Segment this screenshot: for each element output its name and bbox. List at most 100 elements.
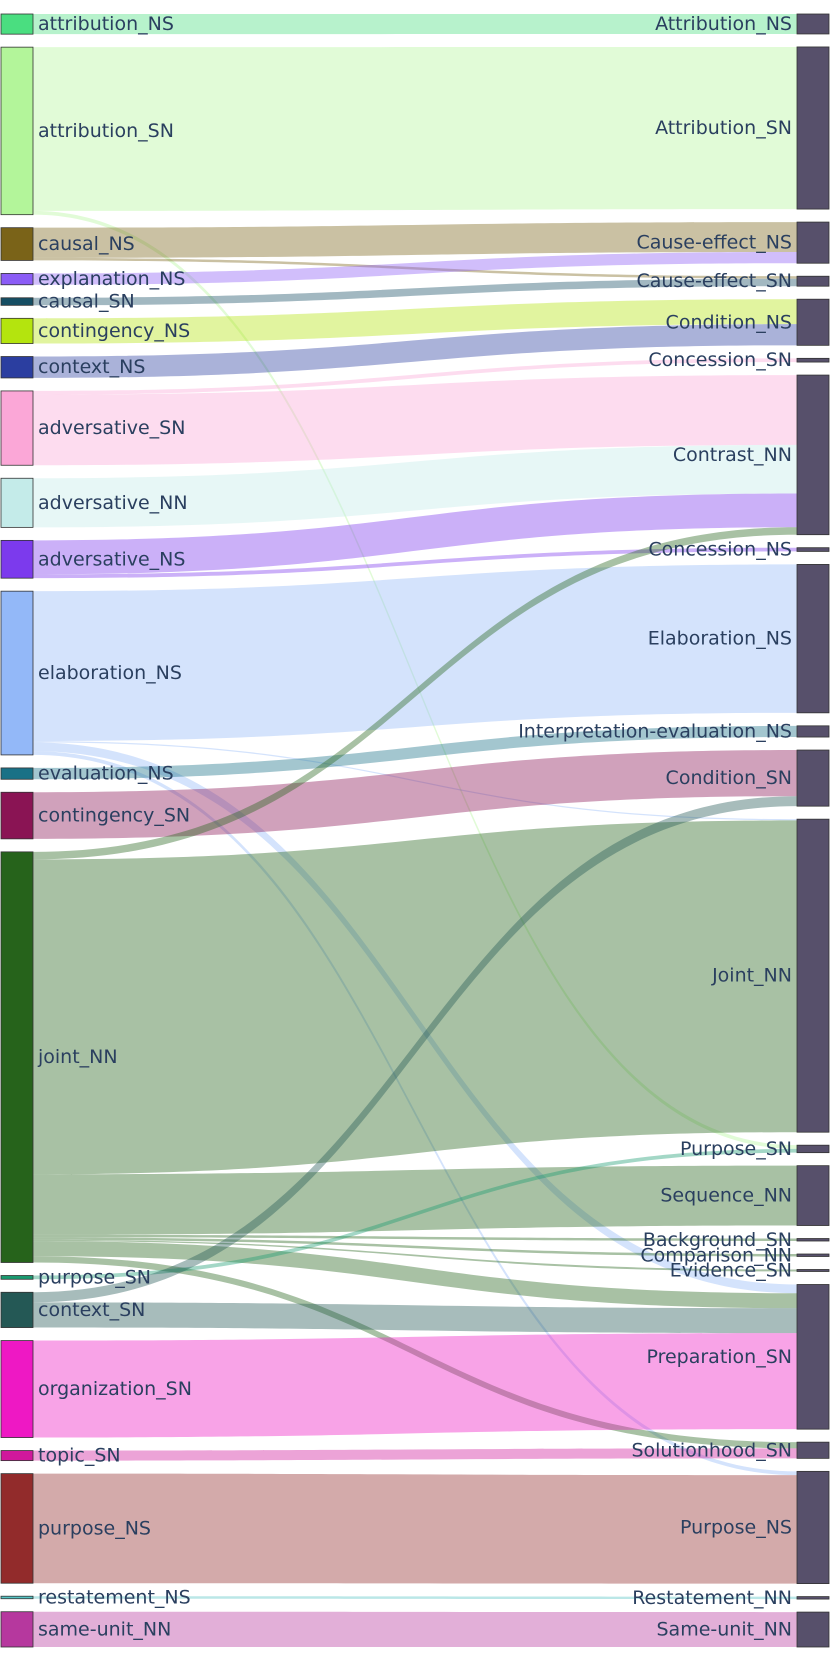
node-elaboration-ns[interactable] xyxy=(796,564,830,714)
link-contingency-sn-to-condition-sn[interactable] xyxy=(33,750,797,839)
link-organization-sn-to-preparation-sn[interactable] xyxy=(33,1333,797,1438)
node-contingency-sn[interactable] xyxy=(0,791,34,840)
node-topic-sn[interactable] xyxy=(0,1450,34,1462)
node-attribution-sn[interactable] xyxy=(796,46,830,210)
node-label-explanation-ns: explanation_NS xyxy=(38,268,185,290)
node-organization-sn[interactable] xyxy=(0,1340,34,1438)
node-label-adversative-ns: adversative_NS xyxy=(38,548,185,570)
link-joint-nn-to-preparation-sn[interactable] xyxy=(33,1241,797,1309)
node-background-sn[interactable] xyxy=(796,1238,830,1242)
link-elaboration-ns-to-joint-nn[interactable] xyxy=(33,741,797,821)
node-condition-sn[interactable] xyxy=(796,749,830,807)
node-concession-ns[interactable] xyxy=(796,547,830,552)
node-purpose-ns[interactable] xyxy=(0,1473,34,1584)
link-joint-nn-to-sequence-nn[interactable] xyxy=(33,1165,797,1235)
link-contingency-ns-to-condition-ns[interactable] xyxy=(33,299,797,344)
node-label-evidence-sn: Evidence_SN xyxy=(670,1259,792,1281)
link-purpose-sn-to-purpose-sn[interactable] xyxy=(33,1148,797,1280)
node-joint-nn[interactable] xyxy=(796,818,830,1133)
link-context-sn-to-preparation-sn[interactable] xyxy=(33,1302,797,1334)
node-evaluation-ns[interactable] xyxy=(0,767,34,780)
node-purpose-ns[interactable] xyxy=(796,1470,830,1584)
link-joint-nn-to-background-sn[interactable] xyxy=(33,1234,797,1242)
link-joint-nn-to-evidence-sn[interactable] xyxy=(33,1239,797,1272)
node-attribution-sn[interactable] xyxy=(0,46,34,216)
sankey-labels: attribution_NS attribution_SN causal_NSexp… xyxy=(37,13,792,1641)
node-same-unit-nn[interactable] xyxy=(796,1611,830,1648)
link-attribution-sn-to-purpose-sn[interactable] xyxy=(33,210,797,1149)
link-context-ns-to-condition-ns[interactable] xyxy=(33,324,797,378)
link-joint-nn-to-solutionhood-sn[interactable] xyxy=(33,1256,797,1449)
node-label-comparison-nn: Comparison_NN xyxy=(640,1244,792,1266)
node-cause-effect-ns[interactable] xyxy=(796,221,830,264)
node-label-concession-sn: Concession_SN xyxy=(648,349,792,371)
link-adversative-nn-to-contrast-nn[interactable] xyxy=(33,444,797,528)
node-solutionhood-sn[interactable] xyxy=(796,1441,830,1459)
node-elaboration-ns[interactable] xyxy=(0,590,34,756)
node-causal-sn[interactable] xyxy=(0,297,34,306)
node-context-ns[interactable] xyxy=(0,356,34,379)
link-attribution-ns-to-attribution-ns[interactable] xyxy=(33,14,797,35)
link-causal-ns-to-cause-effect-ns[interactable] xyxy=(33,222,797,258)
node-label-context-sn: context_SN xyxy=(38,1299,145,1321)
node-attribution-ns[interactable] xyxy=(0,13,34,35)
node-attribution-ns[interactable] xyxy=(796,13,830,35)
node-condition-ns[interactable] xyxy=(796,298,830,346)
link-topic-sn-to-solutionhood-sn[interactable] xyxy=(33,1448,797,1461)
node-context-sn[interactable] xyxy=(0,1291,34,1328)
link-adversative-sn-to-contrast-nn[interactable] xyxy=(33,375,797,466)
sankey-links xyxy=(33,14,797,1648)
link-adversative-sn-to-concession-sn[interactable] xyxy=(33,358,797,395)
link-causal-sn-to-cause-effect-sn[interactable] xyxy=(33,278,797,306)
node-sequence-nn[interactable] xyxy=(796,1165,830,1226)
link-elaboration-ns-to-elaboration-ns[interactable] xyxy=(33,564,797,742)
node-evidence-sn[interactable] xyxy=(796,1269,830,1272)
link-adversative-ns-to-concession-ns[interactable] xyxy=(33,547,797,579)
link-elaboration-ns-to-purpose-ns[interactable] xyxy=(33,751,797,1476)
node-interpretation-evaluation-ns[interactable] xyxy=(796,725,830,738)
node-preparation-sn[interactable] xyxy=(796,1284,830,1430)
node-label-attribution-ns: Attribution_NS xyxy=(655,13,792,35)
node-label-purpose-sn: purpose_SN xyxy=(38,1266,151,1288)
link-restatement-ns-to-restatement-nn[interactable] xyxy=(33,1596,797,1600)
node-concession-sn[interactable] xyxy=(796,357,830,363)
link-evaluation-ns-to-interpretation-evaluation-ns[interactable] xyxy=(33,725,797,780)
node-joint-nn[interactable] xyxy=(0,851,34,1263)
node-contingency-ns[interactable] xyxy=(0,317,34,344)
link-adversative-ns-to-contrast-nn[interactable] xyxy=(33,493,797,575)
node-label-sequence-nn: Sequence_NN xyxy=(660,1185,792,1207)
node-label-elaboration-ns: elaboration_NS xyxy=(38,662,182,684)
link-same-unit-nn-to-same-unit-nn[interactable] xyxy=(33,1611,797,1648)
node-label-evaluation-ns: evaluation_NS xyxy=(38,763,174,785)
node-restatement-nn[interactable] xyxy=(796,1596,830,1600)
link-joint-nn-to-comparison-nn[interactable] xyxy=(33,1237,797,1257)
node-label-cause-effect-sn: Cause-effect_SN xyxy=(636,270,792,292)
link-causal-ns-to-cause-effect-sn[interactable] xyxy=(33,257,797,279)
node-label-condition-sn: Condition_SN xyxy=(666,767,792,789)
node-restatement-ns[interactable] xyxy=(0,1595,34,1600)
node-label-adversative-nn: adversative_NN xyxy=(38,492,188,514)
link-purpose-ns-to-purpose-ns[interactable] xyxy=(33,1473,797,1584)
node-causal-ns[interactable] xyxy=(0,227,34,261)
link-context-sn-to-condition-sn[interactable] xyxy=(33,796,797,1303)
node-purpose-sn[interactable] xyxy=(796,1144,830,1154)
node-label-cause-effect-ns: Cause-effect_NS xyxy=(636,232,792,254)
link-explanation-ns-to-cause-effect-ns[interactable] xyxy=(33,252,797,285)
node-label-organization-sn: organization_SN xyxy=(38,1378,192,1400)
link-elaboration-ns-to-preparation-sn[interactable] xyxy=(33,742,797,1294)
link-joint-nn-to-joint-nn[interactable] xyxy=(33,820,797,1175)
link-joint-nn-to-contrast-nn[interactable] xyxy=(33,527,797,860)
node-contrast-nn[interactable] xyxy=(796,374,830,536)
link-attribution-sn-to-attribution-sn[interactable] xyxy=(33,46,797,211)
node-label-condition-ns: Condition_NS xyxy=(666,311,792,333)
node-adversative-nn[interactable] xyxy=(0,477,34,528)
node-cause-effect-sn[interactable] xyxy=(796,275,830,287)
node-adversative-sn[interactable] xyxy=(0,390,34,466)
node-comparison-nn[interactable] xyxy=(796,1253,830,1257)
node-label-elaboration-ns: Elaboration_NS xyxy=(648,628,792,650)
node-same-unit-nn[interactable] xyxy=(0,1611,34,1648)
node-label-causal-ns: causal_NS xyxy=(38,233,135,255)
node-adversative-ns[interactable] xyxy=(0,539,34,579)
node-purpose-sn[interactable] xyxy=(0,1275,34,1280)
node-explanation-ns[interactable] xyxy=(0,273,34,286)
